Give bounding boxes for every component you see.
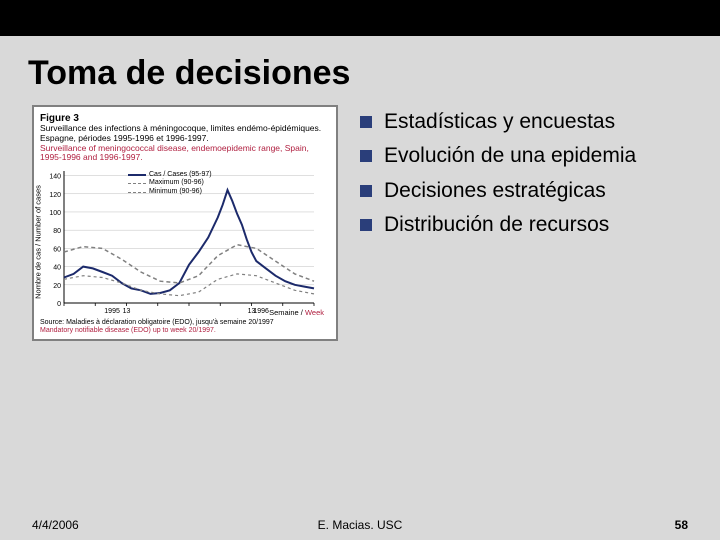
bullet-item: Evolución de una epidemia [360,143,698,169]
svg-text:1995: 1995 [104,308,120,315]
svg-text:140: 140 [49,174,61,181]
bullet-item: Estadísticas y encuestas [360,109,698,135]
figure-source: Source: Maladies à déclaration obligatoi… [40,319,330,335]
bullet-text: Distribución de recursos [384,212,609,238]
content-row: Figure 3 Surveillance des infections à m… [0,93,720,341]
footer-page: 58 [675,518,688,532]
slide-title: Toma de decisiones [0,36,720,93]
slide: Toma de decisiones Figure 3 Surveillance… [0,0,720,540]
chart-legend: Cas / Cases (95-97)Maximum (90-96)Minimu… [128,171,212,196]
bullet-marker-icon [360,116,372,128]
chart-area: Nombre de cas / Number of cases Cas / Ca… [40,167,330,317]
x-axis-label: Semaine / Week [269,308,324,317]
legend-label: Cas / Cases (95-97) [149,171,212,179]
svg-text:100: 100 [49,210,61,217]
bullet-text: Evolución de una epidemia [384,143,636,169]
legend-label: Maximum (90-96) [149,179,204,187]
svg-text:0: 0 [57,301,61,308]
bullet-text: Decisiones estratégicas [384,178,606,204]
bullet-item: Distribución de recursos [360,212,698,238]
footer: 4/4/2006 E. Macias. USC 58 [0,518,720,532]
svg-text:40: 40 [53,265,61,272]
bullet-marker-icon [360,150,372,162]
legend-item: Maximum (90-96) [128,179,212,187]
bullet-text: Estadísticas y encuestas [384,109,615,135]
svg-text:120: 120 [49,192,61,199]
bullet-item: Decisiones estratégicas [360,178,698,204]
legend-swatch-icon [128,192,146,193]
legend-swatch-icon [128,183,146,184]
figure-box: Figure 3 Surveillance des infections à m… [32,105,338,341]
figure-caption-fr: Surveillance des infections à méningocoq… [40,124,330,144]
top-bar [0,0,720,36]
svg-text:80: 80 [53,228,61,235]
bullet-marker-icon [360,185,372,197]
legend-item: Minimum (90-96) [128,188,212,196]
legend-swatch-icon [128,174,146,176]
svg-text:1996: 1996 [253,308,269,315]
bullet-marker-icon [360,219,372,231]
svg-text:60: 60 [53,246,61,253]
legend-item: Cas / Cases (95-97) [128,171,212,179]
footer-author: E. Macias. USC [318,518,403,532]
figure-caption-en: Surveillance of meningococcal disease, e… [40,144,330,164]
figure-column: Figure 3 Surveillance des infections à m… [32,105,338,341]
y-axis-label: Nombre de cas / Number of cases [34,185,43,299]
legend-label: Minimum (90-96) [149,188,202,196]
svg-text:20: 20 [53,283,61,290]
footer-date: 4/4/2006 [32,518,79,532]
svg-text:13: 13 [123,308,131,315]
bullets-column: Estadísticas y encuestas Evolución de una… [338,105,698,341]
